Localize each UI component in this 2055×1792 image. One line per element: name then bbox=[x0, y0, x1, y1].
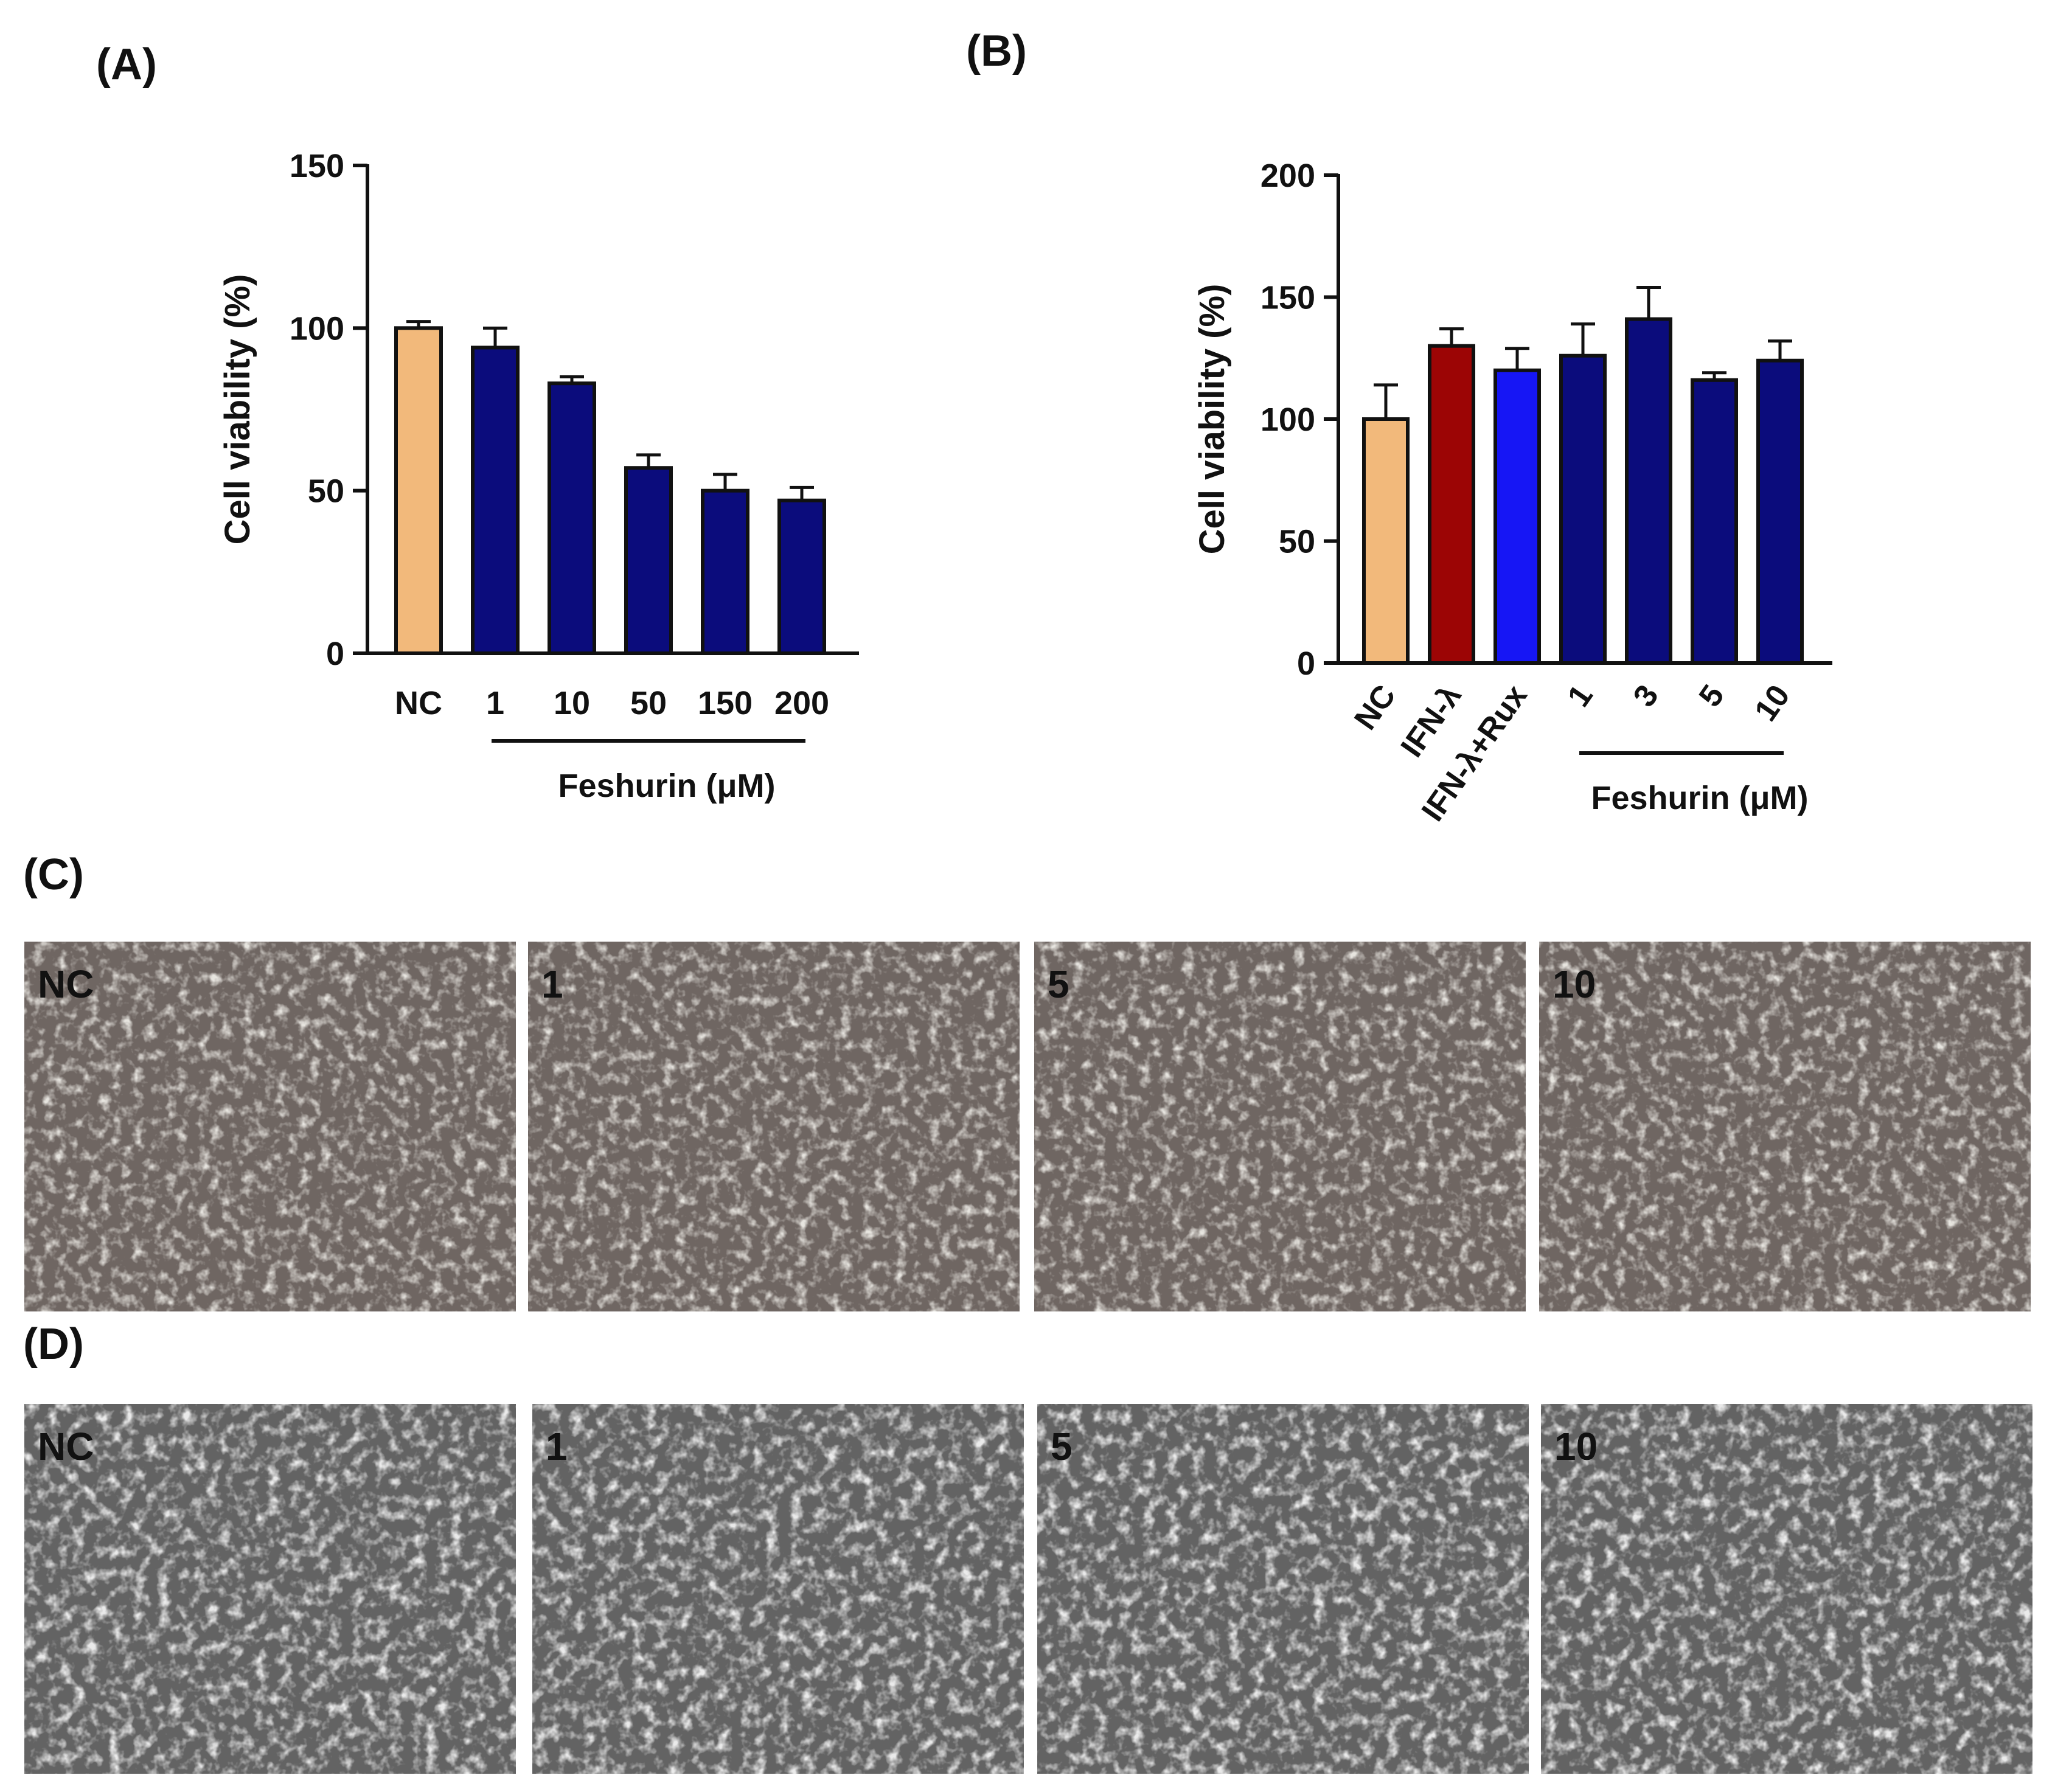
bar-a-3 bbox=[624, 466, 673, 655]
bar-a-5 bbox=[777, 498, 826, 655]
x-tick-label-a: NC bbox=[395, 685, 442, 721]
y-tick-label-b: 0 bbox=[1297, 645, 1315, 682]
bar-b-4 bbox=[1625, 317, 1672, 665]
micrograph-row-c: NC 1 5 10 bbox=[24, 942, 2031, 1311]
micrograph-d-1: 1 bbox=[532, 1404, 1024, 1774]
cell-texture bbox=[528, 942, 1020, 1311]
x-tick-label-a: 150 bbox=[698, 685, 753, 721]
y-axis-label-a: Cell viability (%) bbox=[218, 274, 257, 545]
y-axis-label-b: Cell viability (%) bbox=[1192, 284, 1232, 555]
micrograph-label: 10 bbox=[1553, 962, 1596, 1006]
micrograph-label: 5 bbox=[1051, 1425, 1073, 1468]
bar-b-5 bbox=[1691, 378, 1738, 665]
x-tick-label-a: 1 bbox=[486, 685, 504, 721]
panel-label-c: (C) bbox=[23, 850, 84, 899]
micrograph-label: 5 bbox=[1048, 962, 1069, 1006]
y-tick-label-a: 50 bbox=[308, 473, 344, 510]
x-tick-label-b: 1 bbox=[1561, 679, 1600, 714]
group-label-b: Feshurin (μM) bbox=[1591, 780, 1808, 816]
micrograph-label: NC bbox=[38, 1425, 94, 1468]
y-tick-label-a: 150 bbox=[290, 148, 344, 184]
x-tick-label-b: NC bbox=[1347, 679, 1403, 737]
y-tick-label-b: 200 bbox=[1260, 158, 1315, 194]
bar-a-2 bbox=[548, 381, 596, 656]
x-tick-label-b: 5 bbox=[1692, 679, 1731, 714]
bar-b-6 bbox=[1756, 358, 1804, 665]
micrograph-label: 10 bbox=[1554, 1425, 1598, 1468]
panel-label-a: (A) bbox=[96, 40, 157, 89]
micrograph-d-3: 10 bbox=[1541, 1404, 2032, 1774]
bar-a-1 bbox=[471, 346, 520, 655]
cell-texture bbox=[1539, 942, 2031, 1311]
micrograph-d-0: NC bbox=[24, 1404, 516, 1774]
bar-b-1 bbox=[1428, 344, 1475, 665]
micrograph-c-0: NC bbox=[24, 942, 516, 1311]
group-label-a: Feshurin (μM) bbox=[558, 768, 775, 804]
bar-a-0 bbox=[394, 326, 443, 655]
cell-texture bbox=[1034, 942, 1526, 1311]
micrograph-row-d: NC 1 5 10 bbox=[24, 1404, 2032, 1774]
x-tick-label-a: 10 bbox=[554, 685, 590, 721]
y-tick-label-a: 0 bbox=[326, 636, 344, 672]
cell-texture bbox=[532, 1404, 1024, 1774]
cell-texture bbox=[24, 1404, 516, 1774]
panel-label-b: (B) bbox=[966, 27, 1027, 75]
micrograph-c-1: 1 bbox=[528, 942, 1020, 1311]
bar-a-4 bbox=[701, 488, 749, 656]
bar-b-3 bbox=[1559, 353, 1607, 665]
micrograph-d-2: 5 bbox=[1037, 1404, 1529, 1774]
bar-b-0 bbox=[1362, 417, 1410, 665]
micrograph-label: 1 bbox=[546, 1425, 568, 1468]
x-tick-label-a: 200 bbox=[774, 685, 829, 721]
y-tick-label-b: 150 bbox=[1260, 280, 1315, 316]
bar-b-2 bbox=[1493, 368, 1541, 665]
micrograph-c-3: 10 bbox=[1539, 942, 2031, 1311]
y-tick-label-b: 50 bbox=[1279, 524, 1315, 560]
cell-texture bbox=[1541, 1404, 2032, 1774]
cell-texture bbox=[24, 942, 516, 1311]
micrograph-c-2: 5 bbox=[1034, 942, 1526, 1311]
x-tick-label-b: 10 bbox=[1748, 679, 1797, 728]
x-tick-label-b: 3 bbox=[1627, 679, 1666, 714]
x-tick-label-a: 50 bbox=[630, 685, 667, 721]
y-tick-label-b: 100 bbox=[1260, 401, 1315, 438]
micrograph-label: NC bbox=[38, 962, 94, 1006]
micrograph-label: 1 bbox=[541, 962, 563, 1006]
panel-label-d: (D) bbox=[23, 1320, 84, 1369]
y-tick-label-a: 100 bbox=[290, 310, 344, 347]
cell-texture bbox=[1037, 1404, 1529, 1774]
chart-a: 0 50 100 150 Cell viability (%) NC 1 10 50 150 200… bbox=[218, 148, 859, 804]
